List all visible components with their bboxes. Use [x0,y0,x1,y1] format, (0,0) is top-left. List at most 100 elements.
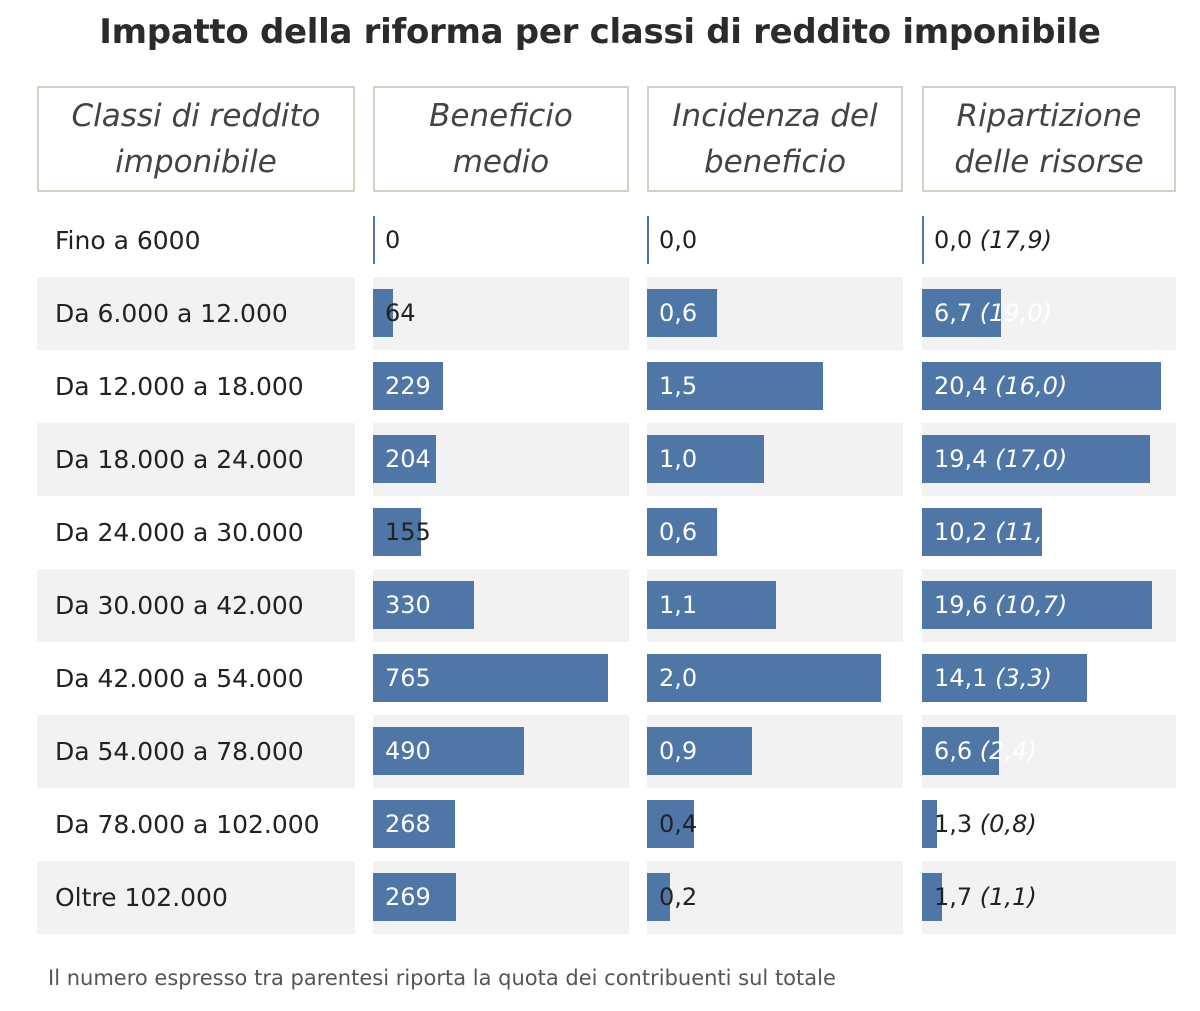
value-text: 0,0 [659,226,698,254]
bar-ripartizione [922,581,1152,629]
incidenza-column: 0,0 0,6 1,5 1,0 0,6 1,1 2,0 0,9 0,4 0,2 [647,204,903,934]
data-label: 330 [385,569,431,642]
value-text: 1,1 [659,591,698,619]
bar-incidenza [647,581,776,629]
bar-incidenza [647,654,882,702]
row-stripe [922,861,1176,934]
value-text: 0,9 [659,737,698,765]
data-label: 0,9 [659,715,697,788]
bar-beneficio [373,727,524,775]
bar-ripartizione [922,800,938,848]
bar-ripartizione [922,508,1042,556]
bar-incidenza [647,508,718,556]
row-stripe [37,715,355,788]
header-incidenza: Incidenza del beneficio [647,86,903,192]
data-label: 204 [385,423,431,496]
bar-incidenza [647,289,718,337]
value-text: 0,6 [659,299,698,327]
value-text: 14,1 [934,664,988,692]
value-text: 10,2 [934,518,988,546]
header-ripartizione-line2: delle risorse [954,144,1144,180]
bar-beneficio [373,216,375,264]
value-text: 0,2 [659,883,698,911]
value-text: 64 [385,299,416,327]
value-text: 268 [385,810,431,838]
header-classi-line2: imponibile [115,144,277,180]
data-label: 1,3 (0,8) [934,788,1037,861]
category-label: Da 24.000 a 30.000 [55,518,304,547]
chart-title: Impatto della riforma per classi di redd… [99,12,1101,52]
value-text: 490 [385,737,431,765]
value-text: 155 [385,518,431,546]
category-label: Da 78.000 a 102.000 [55,810,320,839]
row-stripe [37,423,355,496]
bar-beneficio [373,289,393,337]
header-ripartizione: Ripartizione delle risorse [922,86,1176,192]
header-incidenza-line2: beneficio [703,144,847,180]
value-text: 19,6 [934,591,988,619]
header-classi: Classi di reddito imponibile [37,86,355,192]
bar-ripartizione [922,362,1162,410]
value-text: 204 [385,445,431,473]
bar-incidenza [647,362,823,410]
value-text: 0 [385,226,401,254]
header-beneficio-line2: medio [452,144,550,180]
data-label: 0,2 [659,861,697,934]
bar-beneficio [373,508,421,556]
row-stripe [647,861,903,934]
category-label: Da 6.000 a 12.000 [55,299,288,328]
data-label: 19,6 (10,7) [934,569,1067,642]
value-text: 269 [385,883,431,911]
data-label: 490 [385,715,431,788]
data-label: 1,7 (1,1) [934,861,1037,934]
value-text: 330 [385,591,431,619]
row-stripe [37,569,355,642]
bar-beneficio [373,654,609,702]
category-label: Da 54.000 a 78.000 [55,737,304,766]
quota-text: (11,8) [987,518,1068,546]
header-beneficio: Beneficio medio [373,86,629,192]
bar-beneficio [373,362,444,410]
bar-ripartizione [922,654,1088,702]
bar-incidenza [647,727,753,775]
category-label: Da 42.000 a 54.000 [55,664,304,693]
value-text: 1,0 [659,445,698,473]
bar-incidenza [647,873,671,921]
bar-incidenza [647,435,765,483]
header-classi-line1: Classi di reddito [71,98,321,134]
data-label: 1,5 [659,350,697,423]
quota-text: (16,0) [987,372,1068,400]
category-label: Oltre 102.000 [55,883,228,912]
value-text: 2,0 [659,664,698,692]
value-text: 1,7 [934,883,973,911]
data-label: 155 [385,496,431,569]
value-text: 0,0 [934,226,973,254]
data-label: 2,0 [659,642,697,715]
bar-ripartizione [922,873,942,921]
data-label: 6,6 (2,4) [934,715,1037,788]
value-text: 0,4 [659,810,698,838]
category-label: Da 12.000 a 18.000 [55,372,304,401]
value-text: 1,3 [934,810,973,838]
header-incidenza-line1: Incidenza del [672,98,878,134]
data-label: 20,4 (16,0) [934,350,1067,423]
category-label: Da 30.000 a 42.000 [55,591,304,620]
quota-text: (19,0) [972,299,1052,327]
bar-ripartizione [922,289,1001,337]
quota-text: (17,9) [972,226,1052,254]
quota-text: (10,7) [987,591,1068,619]
data-label: 6,7 (19,0) [934,277,1052,350]
bar-incidenza [647,800,694,848]
data-label: 64 [385,277,416,350]
bar-beneficio [373,581,475,629]
header-ripartizione-line1: Ripartizione [956,98,1142,134]
data-label: 229 [385,350,431,423]
data-label: 14,1 (3,3) [934,642,1052,715]
data-label: 0,4 [659,788,697,861]
data-label: 0 [385,204,400,277]
data-label: 268 [385,788,431,861]
data-label: 1,0 [659,423,697,496]
data-label: 0,6 [659,496,697,569]
bar-beneficio [373,435,436,483]
category-label: Fino a 6000 [55,226,201,255]
